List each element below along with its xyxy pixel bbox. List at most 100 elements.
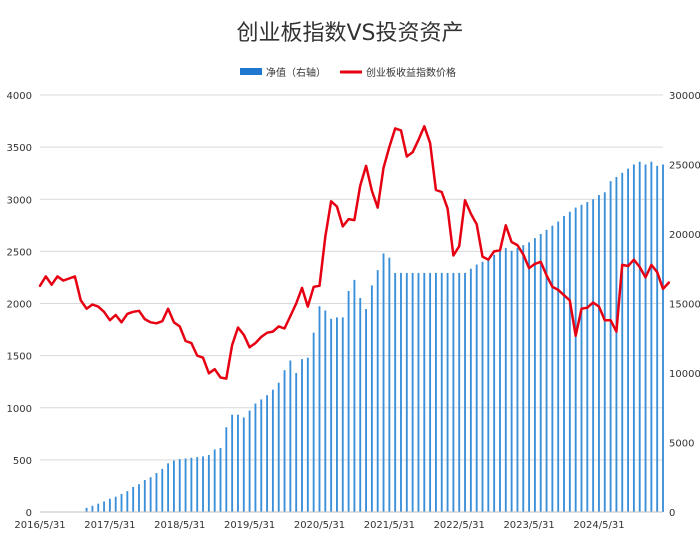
net-value-bar <box>528 242 531 512</box>
net-value-bar <box>621 172 624 512</box>
net-value-bar <box>574 207 577 512</box>
net-value-bar <box>644 164 647 512</box>
net-value-bar <box>306 357 309 512</box>
net-value-bar <box>231 414 234 512</box>
legend: 净值（右轴） 创业板收益指数价格 <box>240 66 456 79</box>
net-value-bar <box>388 257 391 512</box>
net-value-bar <box>563 215 565 512</box>
net-value-bar <box>260 399 263 512</box>
net-value-bar <box>417 272 420 512</box>
x-tick-label: 2023/5/31 <box>503 520 554 531</box>
x-tick-label: 2019/5/31 <box>224 520 275 531</box>
net-value-bar <box>609 181 612 512</box>
line-series <box>38 125 671 380</box>
net-value-bar <box>504 247 507 512</box>
net-value-bar <box>85 507 88 512</box>
net-value-bar <box>365 309 367 512</box>
net-value-bar <box>283 370 286 512</box>
net-value-bar <box>353 279 356 512</box>
net-value-bar <box>446 272 449 512</box>
net-value-bar <box>347 290 350 512</box>
net-value-bar <box>656 165 659 512</box>
x-tick-label: 2021/5/31 <box>364 520 415 531</box>
net-value-bar <box>586 202 589 512</box>
net-value-bar <box>359 297 362 512</box>
y-right-tick-label: 30000 <box>669 91 700 102</box>
y-right-tick-label: 5000 <box>669 439 694 450</box>
net-value-bar <box>341 317 344 512</box>
y-right-tick-label: 10000 <box>669 369 700 380</box>
net-value-bar <box>481 261 484 512</box>
net-value-bar <box>650 161 653 512</box>
net-value-bar <box>516 247 519 512</box>
net-value-bar <box>155 473 158 512</box>
net-value-bar <box>394 272 397 512</box>
net-value-bar <box>301 359 303 512</box>
y-left-tick-label: 500 <box>13 456 32 467</box>
net-value-bar <box>551 225 554 512</box>
net-value-bar <box>254 403 257 512</box>
net-value-bar <box>120 493 123 512</box>
net-value-bar <box>266 395 269 512</box>
net-value-bar <box>295 373 298 512</box>
x-axis: 2016/5/31 2017/5/31 2018/5/31 2019/5/31 2020… <box>14 511 663 531</box>
net-value-bar <box>487 259 490 512</box>
net-value-bar <box>202 456 204 512</box>
net-value-bar <box>429 272 432 512</box>
net-value-bar <box>103 501 105 512</box>
net-value-bar <box>138 484 140 512</box>
y-left-tick-label: 2500 <box>7 247 32 258</box>
chinext-index-line <box>38 125 671 380</box>
net-value-bar <box>108 498 111 512</box>
net-value-bar <box>91 505 94 512</box>
x-tick-label: 2020/5/31 <box>294 520 345 531</box>
x-tick-label: 2017/5/31 <box>84 520 135 531</box>
net-value-bar <box>580 204 583 512</box>
y-left-tick-label: 2000 <box>7 300 32 311</box>
net-value-bar <box>370 285 373 512</box>
net-value-bar <box>452 272 455 512</box>
net-value-bar <box>289 360 292 512</box>
net-value-bar <box>184 458 187 512</box>
net-value-bar <box>423 272 426 512</box>
net-value-bar <box>132 486 135 512</box>
net-value-bar <box>592 199 595 512</box>
net-value-bar <box>405 272 408 512</box>
net-value-bar <box>510 250 513 512</box>
net-value-bar <box>190 457 193 512</box>
net-value-bar <box>149 477 152 512</box>
net-value-bar <box>434 272 437 512</box>
net-value-bar <box>336 317 338 512</box>
net-value-bar <box>568 211 571 512</box>
net-value-bar <box>475 264 478 512</box>
net-value-bar <box>627 168 629 513</box>
net-value-bar <box>213 449 216 512</box>
y-right-tick-label: 15000 <box>669 300 700 311</box>
y-left-tick-label: 4000 <box>7 91 32 102</box>
net-value-bar <box>376 270 379 512</box>
net-value-bar <box>545 229 548 512</box>
x-tick-label: 2018/5/31 <box>154 520 205 531</box>
net-value-bar <box>324 310 327 512</box>
net-value-bar <box>225 427 228 512</box>
y-right-tick-label: 20000 <box>669 230 700 241</box>
net-value-bar <box>237 414 239 512</box>
net-value-bar <box>161 468 164 512</box>
x-tick-label: 2024/5/31 <box>573 520 624 531</box>
y-right-tick-label: 0 <box>669 508 675 519</box>
net-value-bar <box>318 306 321 512</box>
net-value-bar <box>493 254 496 512</box>
net-value-bar <box>172 460 175 512</box>
net-value-bar <box>248 410 251 512</box>
legend-bar-label: 净值（右轴） <box>266 66 326 79</box>
net-value-bar <box>219 448 222 512</box>
net-value-bar <box>440 272 443 512</box>
net-value-bar <box>312 332 315 512</box>
y-axis-left: 0 500 1000 1500 2000 2500 3000 3500 4000 <box>7 91 32 519</box>
net-value-bar <box>458 272 461 512</box>
legend-bar-swatch <box>240 68 262 75</box>
chart-title: 创业板指数VS投资资产 <box>236 21 463 46</box>
y-right-tick-label: 25000 <box>669 161 700 172</box>
net-value-bar <box>277 382 280 512</box>
